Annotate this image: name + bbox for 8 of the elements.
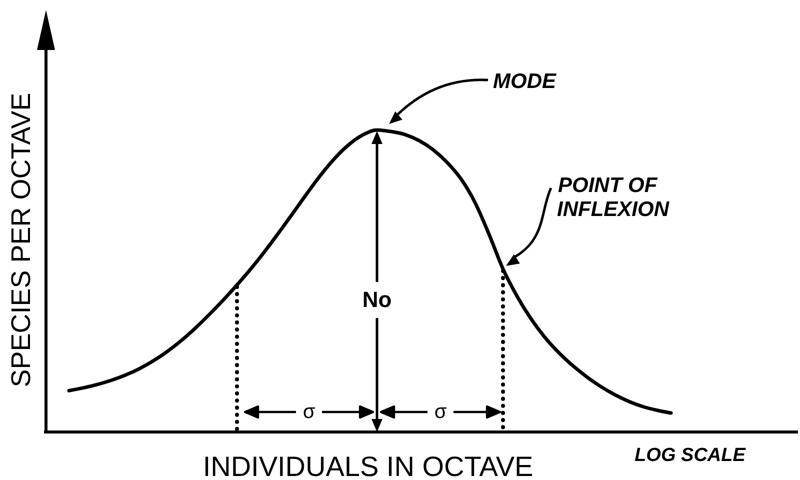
y-axis-title: SPECIES PER OCTAVE <box>6 92 36 388</box>
annotation: σ <box>434 401 448 423</box>
text: MODE <box>493 70 557 93</box>
annotation: σ <box>302 401 316 423</box>
annotation: POINT OF INFLEXION <box>557 174 670 221</box>
annotation: No <box>362 287 392 312</box>
x-axis-title: INDIVIDUALS IN OCTAVE <box>202 451 534 480</box>
text: LOG SCALE <box>634 445 747 466</box>
